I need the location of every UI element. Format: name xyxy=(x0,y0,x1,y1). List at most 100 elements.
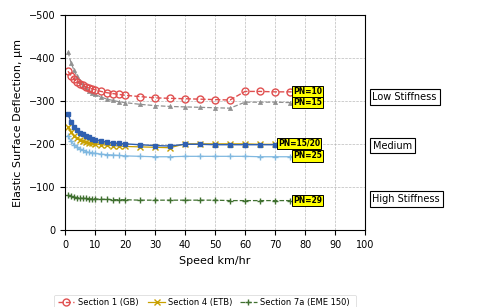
Section 3 (FTB) xyxy=(257,100,263,104)
Section 6 (BTB) xyxy=(272,143,278,146)
Section 7a (EME 150) xyxy=(110,198,116,202)
Section 7b  (EME 100) xyxy=(98,152,104,156)
Section 4 (ETB) xyxy=(197,142,203,146)
Section 6 (BTB) xyxy=(116,142,122,145)
Section 7b  (EME 100) xyxy=(65,134,71,138)
Section 3 (FTB) xyxy=(272,100,278,104)
Section 7a (EME 150) xyxy=(68,194,74,198)
Section 7a (EME 150) xyxy=(311,199,317,202)
Section 7b  (EME 100) xyxy=(83,150,89,154)
Section 7a (EME 150) xyxy=(137,198,143,202)
Section 7b  (EME 100) xyxy=(302,155,308,159)
Section 7b  (EME 100) xyxy=(311,155,317,159)
Section 7b  (EME 100) xyxy=(257,155,263,159)
Section 1 (GB) xyxy=(311,91,317,94)
Section 4 (ETB) xyxy=(137,145,143,149)
Section 4 (ETB) xyxy=(212,142,218,146)
Text: PN=15/20: PN=15/20 xyxy=(278,139,320,148)
Text: PN=15: PN=15 xyxy=(293,98,322,107)
Section 7b  (EME 100) xyxy=(122,154,128,158)
Section 3 (FTB) xyxy=(71,68,77,72)
Section 7b  (EME 100) xyxy=(68,139,74,143)
Section 3 (FTB) xyxy=(116,100,122,103)
Section 6 (BTB) xyxy=(68,120,74,124)
Section 6 (BTB) xyxy=(92,138,98,142)
Section 1 (GB) xyxy=(65,69,71,73)
Section 3 (FTB) xyxy=(98,95,104,99)
Section 7a (EME 150) xyxy=(242,199,248,202)
Section 1 (GB) xyxy=(77,82,83,86)
Section 1 (GB) xyxy=(83,85,89,88)
Section 4 (ETB) xyxy=(287,142,293,146)
Section 1 (GB) xyxy=(116,93,122,96)
Section 6 (BTB) xyxy=(77,131,83,134)
Section 3 (FTB) xyxy=(182,105,188,109)
Section 7a (EME 150) xyxy=(104,197,110,201)
Section 3 (FTB) xyxy=(92,93,98,96)
Section 6 (BTB) xyxy=(110,141,116,145)
Section 1 (GB) xyxy=(98,90,104,93)
Section 4 (ETB) xyxy=(86,141,92,145)
Section 1 (GB) xyxy=(212,98,218,101)
Section 3 (FTB) xyxy=(197,106,203,109)
Section 7a (EME 150) xyxy=(77,196,83,200)
Section 7a (EME 150) xyxy=(212,198,218,202)
Section 3 (FTB) xyxy=(287,101,293,104)
Text: PN=25: PN=25 xyxy=(293,151,322,160)
Section 4 (ETB) xyxy=(80,139,86,143)
Section 6 (BTB) xyxy=(167,144,173,148)
Section 7a (EME 150) xyxy=(167,198,173,202)
Section 4 (ETB) xyxy=(110,144,116,147)
Legend: Section 1 (GB), Section 3 (FTB), Section 4 (ETB), Section 6 (BTB), Section 7a (E: Section 1 (GB), Section 3 (FTB), Section… xyxy=(54,295,356,307)
Section 4 (ETB) xyxy=(89,142,95,145)
Section 7b  (EME 100) xyxy=(80,149,86,152)
Section 7b  (EME 100) xyxy=(74,146,80,149)
Section 7b  (EME 100) xyxy=(71,143,77,146)
Section 4 (ETB) xyxy=(122,145,128,148)
Section 6 (BTB) xyxy=(83,134,89,138)
Section 6 (BTB) xyxy=(71,125,77,129)
Section 7b  (EME 100) xyxy=(116,154,122,157)
Section 4 (ETB) xyxy=(104,143,110,147)
Section 4 (ETB) xyxy=(116,144,122,148)
Section 6 (BTB) xyxy=(74,128,80,132)
Section 7a (EME 150) xyxy=(80,196,86,200)
Section 6 (BTB) xyxy=(80,133,86,136)
Section 6 (BTB) xyxy=(152,144,158,147)
Section 1 (GB) xyxy=(287,90,293,94)
Section 6 (BTB) xyxy=(257,143,263,146)
Text: PN=29: PN=29 xyxy=(293,196,322,205)
Section 7a (EME 150) xyxy=(92,197,98,201)
Section 4 (ETB) xyxy=(77,138,83,142)
Section 1 (GB) xyxy=(110,92,116,95)
Section 7a (EME 150) xyxy=(71,195,77,199)
Section 1 (GB) xyxy=(242,90,248,93)
Section 4 (ETB) xyxy=(98,143,104,146)
Section 7a (EME 150) xyxy=(287,199,293,202)
Section 7b  (EME 100) xyxy=(92,151,98,155)
Section 3 (FTB) xyxy=(152,104,158,107)
Section 1 (GB) xyxy=(74,80,80,84)
Section 4 (ETB) xyxy=(311,142,317,146)
Section 6 (BTB) xyxy=(98,139,104,143)
Section 3 (FTB) xyxy=(167,105,173,108)
Section 7b  (EME 100) xyxy=(137,154,143,158)
Section 4 (ETB) xyxy=(272,142,278,146)
Section 3 (FTB) xyxy=(86,89,92,92)
Text: High Stiffness: High Stiffness xyxy=(372,194,440,204)
Section 3 (FTB) xyxy=(80,83,86,87)
Section 7a (EME 150) xyxy=(227,199,233,202)
Section 3 (FTB) xyxy=(311,101,317,105)
Section 7b  (EME 100) xyxy=(152,155,158,159)
Line: Section 7b  (EME 100): Section 7b (EME 100) xyxy=(65,133,317,160)
Section 7a (EME 150) xyxy=(65,193,71,197)
Section 7b  (EME 100) xyxy=(287,155,293,159)
Section 6 (BTB) xyxy=(86,136,92,139)
Line: Section 6 (BTB): Section 6 (BTB) xyxy=(66,112,316,148)
Section 7b  (EME 100) xyxy=(104,153,110,157)
Section 1 (GB) xyxy=(104,91,110,95)
Section 7b  (EME 100) xyxy=(227,154,233,158)
Section 6 (BTB) xyxy=(104,140,110,144)
Section 1 (GB) xyxy=(152,96,158,100)
Line: Section 4 (ETB): Section 4 (ETB) xyxy=(65,124,317,150)
